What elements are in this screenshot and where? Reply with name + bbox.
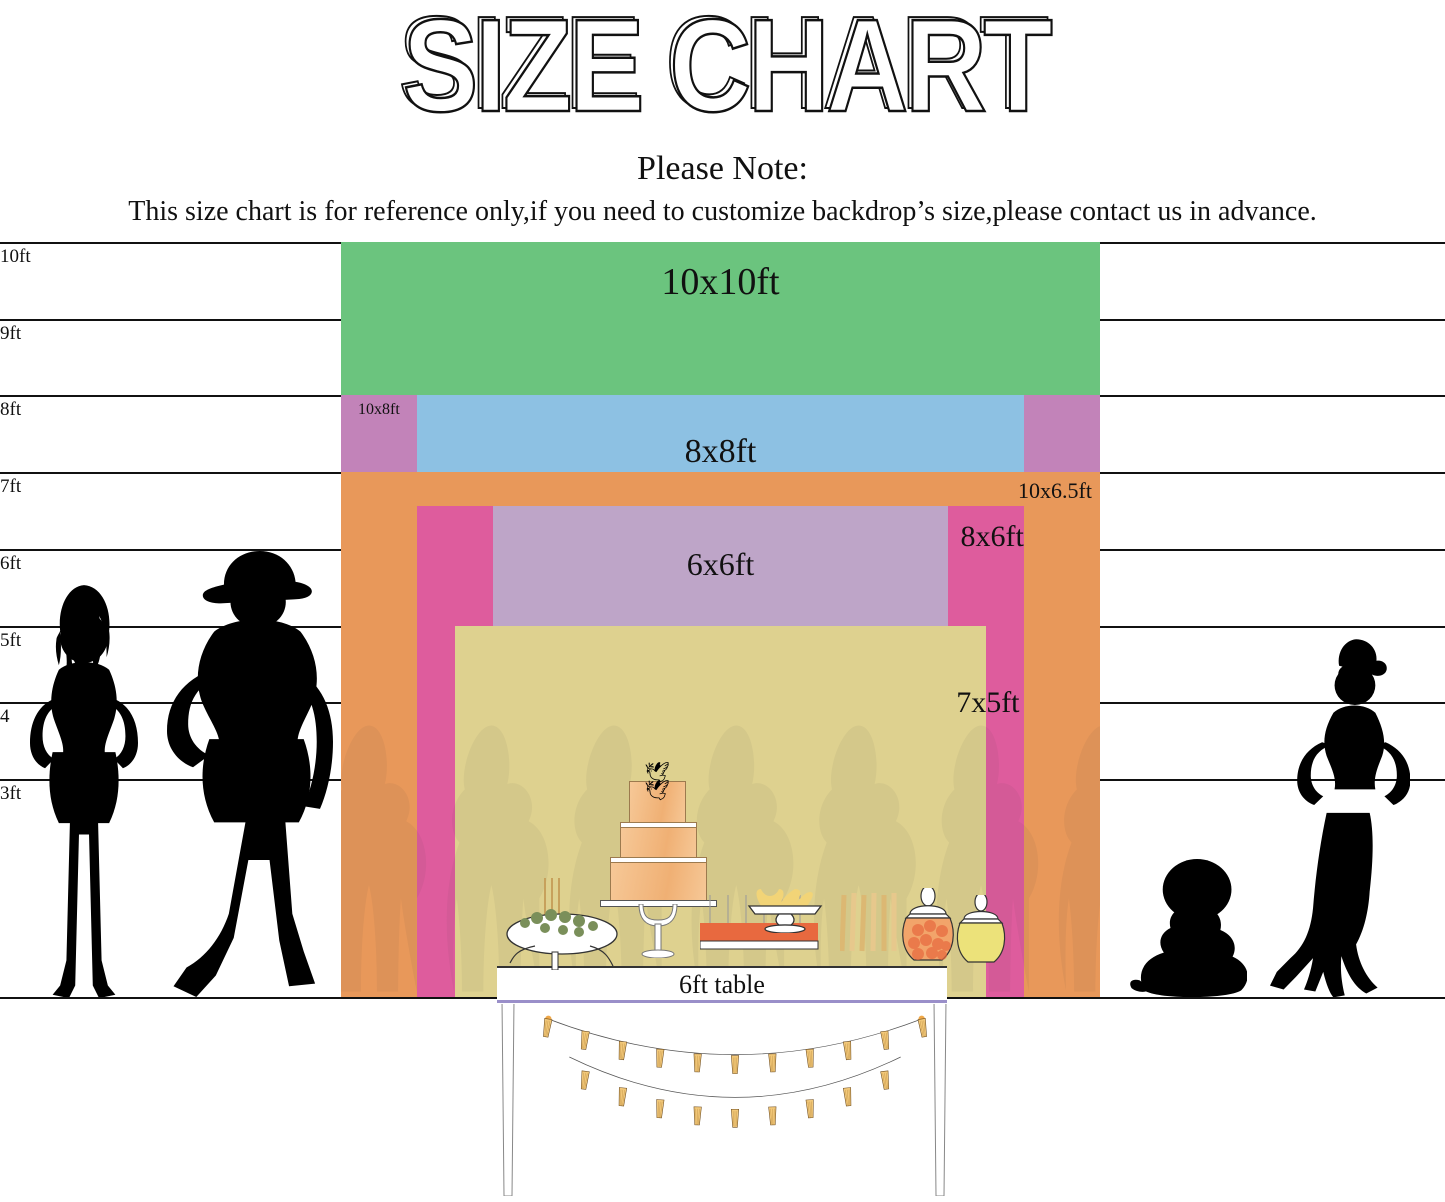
svg-text:SIZE CHART: SIZE CHART <box>403 0 1052 140</box>
